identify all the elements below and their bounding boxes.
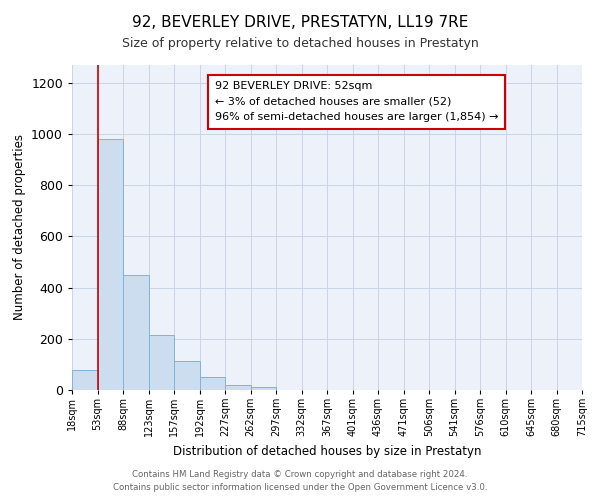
Text: 92, BEVERLEY DRIVE, PRESTATYN, LL19 7RE: 92, BEVERLEY DRIVE, PRESTATYN, LL19 7RE xyxy=(132,15,468,30)
Bar xyxy=(72,370,97,390)
Bar xyxy=(97,139,123,390)
Bar xyxy=(174,360,199,390)
Bar xyxy=(225,385,251,390)
Bar xyxy=(251,388,276,390)
Bar xyxy=(123,275,149,390)
Text: Size of property relative to detached houses in Prestatyn: Size of property relative to detached ho… xyxy=(122,38,478,51)
Text: Contains HM Land Registry data © Crown copyright and database right 2024.
Contai: Contains HM Land Registry data © Crown c… xyxy=(113,470,487,492)
Bar xyxy=(199,377,225,390)
X-axis label: Distribution of detached houses by size in Prestatyn: Distribution of detached houses by size … xyxy=(173,445,481,458)
Text: 92 BEVERLEY DRIVE: 52sqm
← 3% of detached houses are smaller (52)
96% of semi-de: 92 BEVERLEY DRIVE: 52sqm ← 3% of detache… xyxy=(215,81,499,122)
Bar xyxy=(149,335,174,390)
Y-axis label: Number of detached properties: Number of detached properties xyxy=(13,134,26,320)
